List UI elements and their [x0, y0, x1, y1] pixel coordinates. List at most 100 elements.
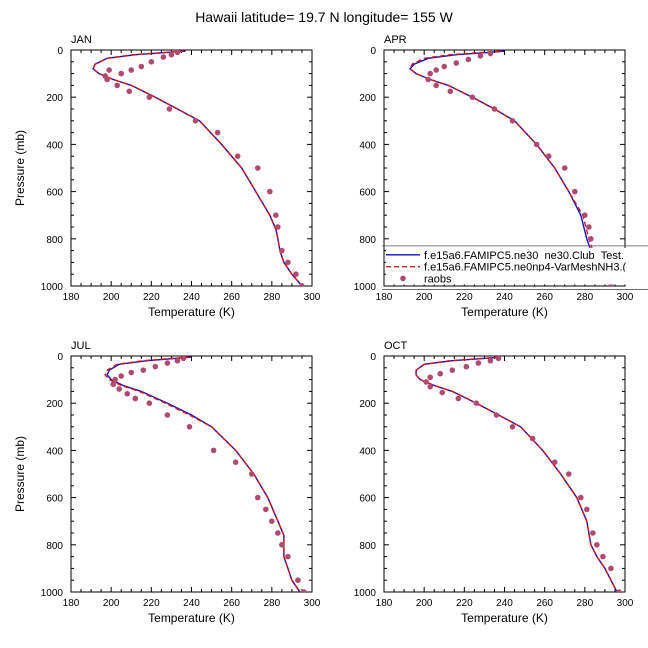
raobs-point [449, 367, 456, 373]
series-group [415, 356, 622, 592]
raobs-point [475, 360, 482, 366]
raobs-point [275, 224, 281, 230]
raobs-point [160, 54, 167, 60]
y-tick-label: 800 [359, 235, 376, 246]
y-tick-label: 400 [359, 446, 376, 457]
raobs-point [186, 424, 193, 430]
raobs-point [128, 369, 135, 376]
model-varmesh-line [409, 50, 614, 286]
raobs-point [453, 60, 460, 66]
y-tick-label: 600 [359, 494, 376, 505]
raobs-point [269, 518, 275, 524]
raobs-point [529, 435, 536, 442]
raobs-point [427, 374, 433, 381]
raobs-point [427, 383, 433, 390]
raobs-point [586, 224, 592, 230]
panel-jul: 180 200 220 240 260 280 300 0 200 400 600 800 1000 Te… [13, 340, 321, 625]
raobs-point [118, 70, 125, 77]
x-tick-label: 280 [576, 598, 593, 609]
y-tick-label: 1000 [41, 588, 64, 599]
legend: f.e15a6.FAMIPC5.ne30_ne30.Club_Test.f.e1… [382, 245, 648, 290]
raobs-point [174, 50, 181, 56]
raobs-point [132, 395, 139, 402]
x-tick-label: 240 [183, 598, 200, 609]
raobs-point [164, 412, 171, 418]
raobs-point [561, 165, 568, 171]
x-tick-label: 260 [223, 292, 240, 303]
legend-entry-label: raobs [424, 273, 452, 285]
model-club-line [106, 356, 301, 592]
x-axis-label: Temperature (K) [148, 305, 235, 319]
x-tick-label: 200 [416, 292, 433, 303]
raobs-point [279, 542, 285, 548]
raobs-point [263, 506, 269, 513]
raobs-point [146, 400, 153, 407]
x-tick-label: 300 [617, 598, 634, 609]
raobs-point [214, 129, 221, 136]
x-tick-label: 240 [496, 598, 513, 609]
legend-entry-bg [386, 247, 648, 261]
raobs-point [590, 530, 596, 536]
raobs-point [295, 577, 301, 583]
raobs-point [509, 424, 516, 430]
raobs-point [427, 70, 433, 77]
y-tick-label: 200 [46, 399, 63, 410]
raobs-point [106, 67, 112, 73]
model-varmesh-line [92, 50, 303, 286]
figure-title: Hawaii latitude= 19.7 N longitude= 155 W [195, 9, 453, 25]
raobs-point [433, 67, 440, 73]
raobs-point [463, 363, 470, 370]
raobs-point [616, 589, 622, 592]
raobs-point [104, 76, 110, 83]
plot-frame [383, 355, 626, 593]
raobs-point [491, 106, 498, 112]
raobs-point [301, 589, 307, 592]
raobs-point [447, 88, 454, 95]
y-tick-label: 800 [359, 541, 376, 552]
legend-entry-bg [386, 271, 648, 285]
panel-label: JUL [71, 340, 91, 352]
legend-entry-label: f.e15a6.FAMIPC5.ne30_ne30.Club_Test. [424, 250, 624, 262]
y-tick-label: 1000 [354, 282, 377, 293]
x-tick-label: 180 [63, 292, 80, 303]
raobs-point [487, 50, 494, 57]
y-tick-label: 600 [46, 188, 63, 199]
y-tick-label: 800 [46, 235, 63, 246]
series-group [104, 356, 307, 592]
x-axis-label: Temperature (K) [461, 305, 548, 319]
x-tick-label: 280 [263, 292, 280, 303]
y-tick-label: 0 [370, 46, 376, 57]
model-club-line [92, 50, 303, 286]
raobs-point [423, 379, 429, 385]
x-tick-label: 220 [143, 598, 160, 609]
y-tick-label: 400 [46, 446, 63, 457]
raobs-point [116, 386, 122, 392]
legend-entry-label: f.e15a6.FAMIPC5.ne0np4-VarMeshNH3.( [424, 262, 627, 274]
raobs-point [128, 67, 135, 73]
panel-label: APR [384, 34, 407, 46]
raobs-point [168, 51, 175, 58]
panel-jan: 180 200 220 240 260 280 300 0 200 400 600 800 1000 Te… [13, 34, 321, 319]
raobs-point [551, 459, 558, 466]
raobs-point [433, 82, 440, 89]
raobs-point [495, 356, 502, 362]
raobs-point [192, 118, 199, 124]
panel-apr: 180 200 220 240 260 280 300 0 200 400 600 800 1000 Te… [354, 34, 648, 319]
raobs-point [299, 283, 305, 286]
raobs-point [584, 506, 590, 513]
y-tick-label: 800 [46, 541, 63, 552]
plot-frame [70, 355, 313, 593]
raobs-point [285, 259, 291, 266]
panel-oct: 180 200 220 240 260 280 300 0 200 400 600 800 1000 Te… [354, 340, 634, 625]
raobs-point [571, 188, 578, 195]
raobs-point [293, 271, 299, 278]
y-tick-label: 1000 [41, 282, 64, 293]
y-tick-label: 1000 [354, 588, 377, 599]
raobs-point [425, 76, 431, 83]
x-tick-label: 280 [576, 292, 593, 303]
y-axis-label: Pressure (mb) [13, 436, 27, 512]
panels: 180 200 220 240 260 280 300 0 200 400 600 800 1000 Te… [13, 34, 648, 625]
raobs-point [487, 357, 494, 364]
y-tick-label: 400 [359, 140, 376, 151]
